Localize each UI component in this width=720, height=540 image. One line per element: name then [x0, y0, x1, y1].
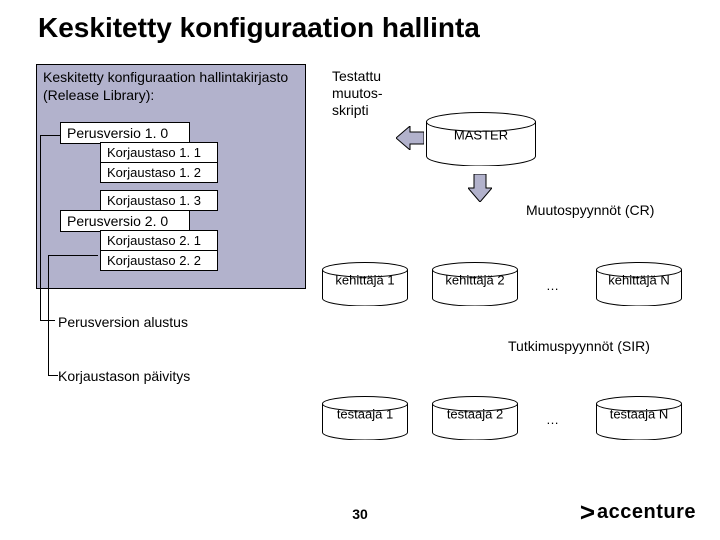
db-tester: testaaja N: [596, 396, 682, 440]
slide-title: Keskitetty konfiguraation hallinta: [0, 0, 720, 44]
baseline-version-box: Perusversio 1. 0: [60, 122, 190, 144]
logo-chevron-icon: >: [580, 506, 595, 519]
connector-line: [48, 375, 58, 376]
arrow-to-master-icon: [396, 126, 424, 150]
connector-line: [48, 255, 49, 375]
db-developer-label: kehittäjä 2: [432, 273, 518, 288]
patch-level-box: Korjaustaso 2. 1: [100, 230, 218, 251]
db-tester: testaaja 1: [322, 396, 408, 440]
logo-text: accenture: [597, 501, 696, 524]
db-tester: testaaja 2: [432, 396, 518, 440]
page-number: 30: [352, 506, 368, 522]
patch-level-box: Korjaustaso 2. 2: [100, 250, 218, 271]
connector-line: [40, 135, 41, 320]
baseline-version-box: Perusversio 2. 0: [60, 210, 190, 232]
accenture-logo: > accenture: [580, 501, 696, 524]
db-developer: kehittäjä N: [596, 262, 682, 306]
db-tester-label: testaaja 2: [432, 407, 518, 422]
patch-update-label: Korjaustason päivitys: [58, 368, 190, 384]
baseline-init-label: Perusversion alustus: [58, 314, 188, 330]
db-tester-label: testaaja N: [596, 407, 682, 422]
ellipsis: …: [546, 278, 559, 293]
connector-line: [40, 135, 60, 136]
ellipsis: …: [546, 412, 559, 427]
patch-level-box: Korjaustaso 1. 1: [100, 142, 218, 163]
release-library-header: Keskitetty konfiguraation hallintakirjas…: [37, 65, 305, 114]
investigation-request-label: Tutkimuspyynnöt (SIR): [508, 338, 650, 354]
db-developer: kehittäjä 2: [432, 262, 518, 306]
db-tester-label: testaaja 1: [322, 407, 408, 422]
db-developer-label: kehittäjä N: [596, 273, 682, 288]
db-developer: kehittäjä 1: [322, 262, 408, 306]
arrow-from-master-icon: [468, 174, 492, 202]
change-request-label: Muutospyynnöt (CR): [526, 202, 654, 218]
patch-level-box: Korjaustaso 1. 3: [100, 190, 218, 211]
db-developer-label: kehittäjä 1: [322, 273, 408, 288]
patch-level-box: Korjaustaso 1. 2: [100, 162, 218, 183]
tested-change-script-label: Testattumuutos-skripti: [332, 68, 383, 118]
db-master: MASTER: [426, 112, 536, 166]
connector-line: [48, 255, 98, 256]
db-master-label: MASTER: [426, 127, 536, 142]
